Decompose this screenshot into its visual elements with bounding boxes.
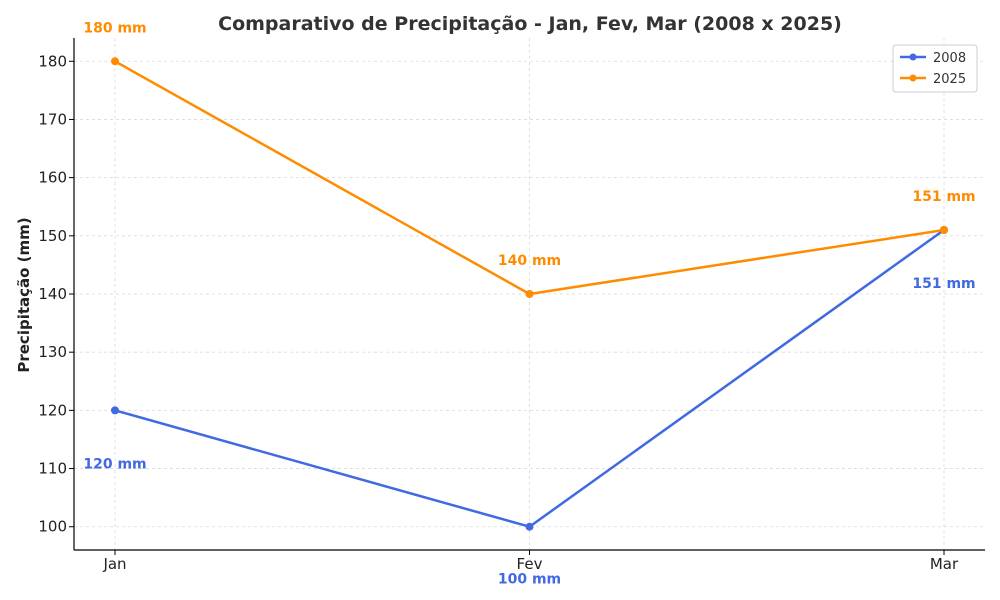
y-tick-label: 170 bbox=[38, 110, 67, 128]
legend-label: 2025 bbox=[933, 72, 966, 87]
data-label-2008: 120 mm bbox=[83, 456, 146, 472]
y-tick-label: 150 bbox=[38, 227, 67, 245]
data-label-2008: 100 mm bbox=[498, 572, 561, 588]
y-tick-label: 120 bbox=[38, 401, 67, 419]
data-point-2025 bbox=[111, 57, 119, 66]
series bbox=[111, 57, 948, 531]
data-label-2008: 151 mm bbox=[912, 276, 975, 292]
data-label-2025: 180 mm bbox=[83, 20, 146, 36]
legend: 2008 2025 bbox=[892, 44, 978, 93]
x-tick-label: Mar bbox=[930, 555, 959, 573]
data-label-2025: 151 mm bbox=[912, 189, 975, 205]
y-axis-label: Precipitação (mm) bbox=[15, 217, 33, 372]
y-tick-label: 130 bbox=[38, 343, 67, 361]
data-label-2025: 140 mm bbox=[498, 253, 561, 269]
y-tick-label: 110 bbox=[38, 460, 67, 478]
legend-label: 2008 bbox=[933, 51, 966, 66]
y-tick-label: 160 bbox=[38, 169, 67, 187]
grid bbox=[74, 38, 985, 550]
data-point-2025 bbox=[940, 226, 948, 234]
y-tick-label: 100 bbox=[38, 518, 67, 536]
data-point-2008 bbox=[111, 406, 119, 415]
axes: 100 110 120 130 140 150 160 170 180 Jan Fev Mar bbox=[38, 38, 985, 573]
data-labels: 120 mm 100 mm 151 mm 180 mm 140 mm 151 mm bbox=[83, 20, 975, 587]
y-tick-label: 140 bbox=[38, 285, 67, 303]
y-tick-label: 180 bbox=[38, 52, 67, 70]
data-point-2025 bbox=[525, 290, 534, 298]
data-point-2008 bbox=[525, 522, 534, 531]
legend-swatch-marker bbox=[909, 53, 917, 61]
chart-title: Comparativo de Precipitação - Jan, Fev, … bbox=[218, 13, 842, 35]
legend-swatch-marker bbox=[909, 74, 917, 82]
x-tick-label: Jan bbox=[102, 555, 126, 573]
x-tick-label: Fev bbox=[517, 555, 543, 573]
